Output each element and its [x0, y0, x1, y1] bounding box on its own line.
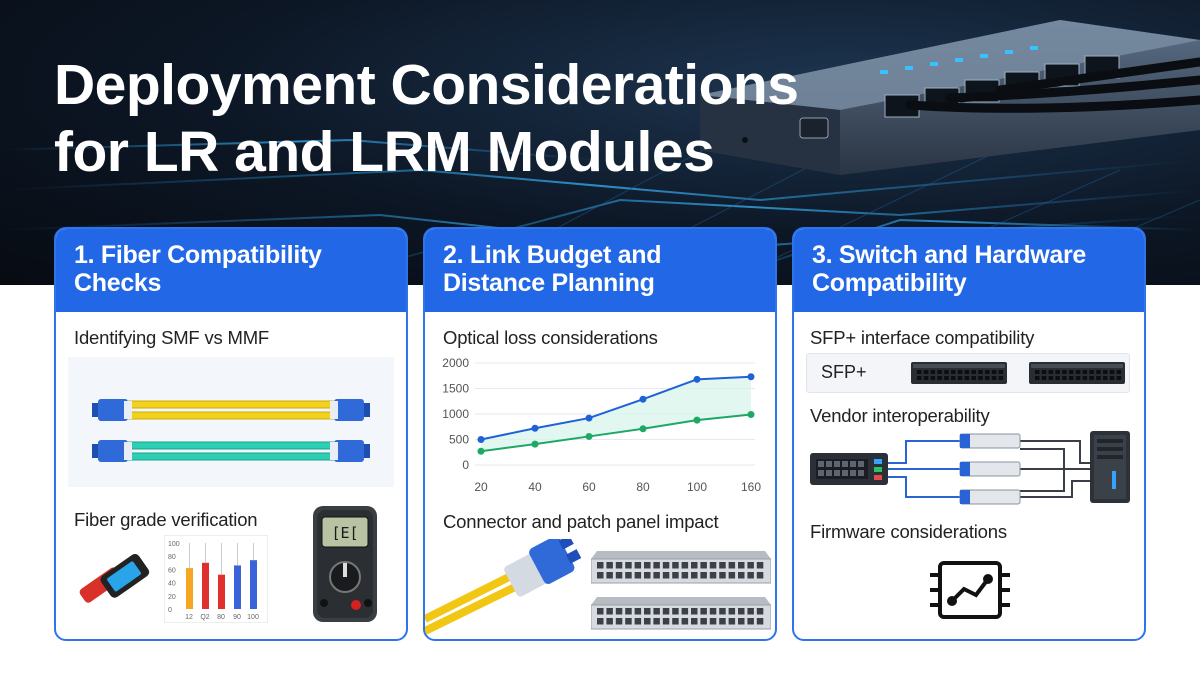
optical-loss-line-chart: 0 500 1000 1500 2000 20 40 60 80 100 160: [442, 356, 761, 494]
x-tick-label: 12: [185, 614, 193, 621]
y-tick-label: 0: [168, 607, 172, 614]
card-fiber-compatibility: 1. Fiber Compatibility Checks Identifyin…: [54, 227, 408, 641]
switch-icon: [810, 453, 888, 485]
card-heading: 2. Link Budget and Distance Planning: [443, 241, 765, 297]
card-header: 3. Switch and Hardware Compatibility: [794, 229, 1144, 312]
card-link-budget: 2. Link Budget and Distance Planning Opt…: [423, 227, 777, 641]
section-label-connector-impact: Connector and patch panel impact: [443, 511, 719, 532]
sfp-module-icon: [959, 433, 1021, 505]
x-tick-label: 160: [741, 480, 761, 494]
section-label-smf-mmf: Identifying SMF vs MMF: [74, 327, 270, 348]
card-heading: 3. Switch and Hardware Compatibility: [812, 241, 1134, 297]
card-heading-line1: 2. Link Budget and: [443, 241, 662, 269]
y-tick-label: 2000: [442, 356, 469, 370]
grade-bar: [250, 560, 257, 609]
x-tick-label: 80: [636, 480, 650, 494]
section-label-firmware: Firmware considerations: [810, 521, 1007, 542]
grade-bar: [218, 574, 225, 609]
y-tick-label: 500: [449, 433, 469, 447]
x-tick-label: 60: [582, 480, 596, 494]
sfp-panel: SFP+: [806, 353, 1130, 393]
y-tick-label: 80: [168, 554, 176, 561]
switch-icon: [911, 362, 1007, 384]
data-point: [477, 436, 485, 443]
section-label-fiber-grade: Fiber grade verification: [74, 509, 258, 530]
section-label-optical-loss: Optical loss considerations: [443, 327, 658, 348]
card-heading-line2: Checks: [74, 269, 162, 297]
card-header: 2. Link Budget and Distance Planning: [425, 229, 775, 312]
switch-icon: [1029, 362, 1125, 384]
x-tick-label: Q2: [200, 614, 209, 621]
data-point: [585, 414, 593, 422]
fiber-cable-icon: [68, 357, 394, 487]
fiber-grade-bar-chart: 100 80 60 40 20 0 12 Q2 80 90 100: [164, 535, 268, 623]
data-point: [693, 375, 701, 383]
server-tower-icon: [1090, 431, 1130, 503]
data-point: [747, 411, 755, 419]
y-tick-label: 100: [168, 541, 180, 548]
grade-bar: [186, 568, 193, 609]
fiber-tester-icon: [79, 553, 150, 603]
data-point: [639, 425, 647, 433]
page-title-line2: for LR and LRM Modules: [54, 120, 715, 184]
patch-panel-icon: [591, 551, 771, 630]
card-heading: 1. Fiber Compatibility Checks: [74, 241, 396, 297]
card-heading-line1: 3. Switch and Hardware: [812, 241, 1087, 269]
data-point: [531, 424, 539, 432]
card-heading-line2: Distance Planning: [443, 269, 655, 297]
vendor-interop-diagram: [810, 431, 1130, 505]
data-point: [747, 373, 755, 381]
x-tick-label: 40: [528, 480, 542, 494]
x-tick-label: 90: [233, 614, 241, 621]
x-tick-label: 100: [247, 614, 259, 621]
x-tick-label: 100: [687, 480, 707, 494]
data-point: [531, 440, 539, 448]
lc-connector-icon: [425, 539, 582, 635]
multimeter-display: [E[: [331, 524, 358, 542]
y-tick-label: 40: [168, 581, 176, 588]
firmware-chip-icon: [930, 561, 1010, 619]
series-line-1: [480, 375, 752, 441]
data-point: [639, 395, 647, 403]
sfp-label: SFP+: [821, 362, 867, 382]
series-line-2: [480, 413, 752, 453]
page-title: Deployment Considerations for LR and LRM…: [54, 52, 799, 186]
y-tick-label: 20: [168, 594, 176, 601]
section-label-vendor-interop: Vendor interoperability: [810, 405, 990, 426]
x-tick-label: 80: [217, 614, 225, 621]
grade-bar: [234, 565, 241, 609]
area-band: [481, 376, 751, 452]
data-point: [477, 447, 485, 455]
card-switch-hardware: 3. Switch and Hardware Compatibility SFP…: [792, 227, 1146, 641]
grade-bar: [202, 562, 209, 609]
x-tick-label: 20: [474, 480, 488, 494]
y-tick-label: 60: [168, 567, 176, 574]
y-tick-label: 0: [462, 458, 469, 472]
card-heading-line1: 1. Fiber Compatibility: [74, 241, 322, 269]
page-title-line1: Deployment Considerations: [54, 53, 799, 117]
multimeter-icon: [E[: [313, 506, 377, 622]
y-tick-label: 1500: [442, 382, 469, 396]
data-point: [693, 416, 701, 424]
section-label-sfp-interface: SFP+ interface compatibility: [810, 327, 1035, 348]
card-heading-line2: Compatibility: [812, 269, 967, 297]
data-point: [585, 432, 593, 440]
y-tick-label: 1000: [442, 407, 469, 421]
card-header: 1. Fiber Compatibility Checks: [56, 229, 406, 312]
